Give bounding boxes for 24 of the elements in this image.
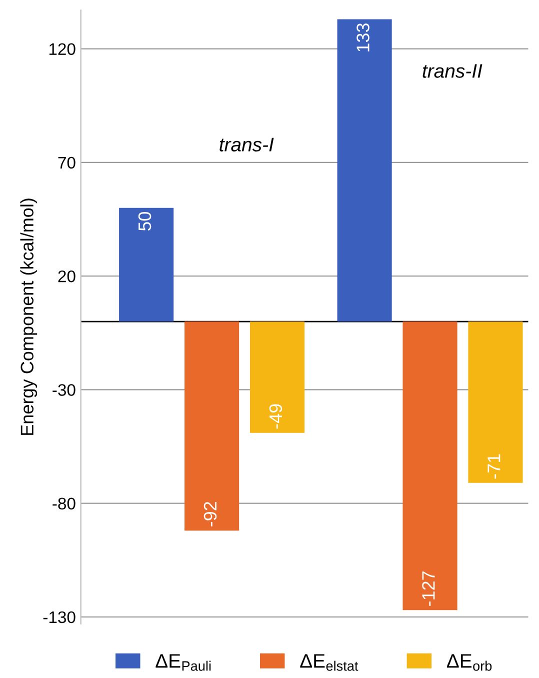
legend-label: ΔE$_{elstat}$ xyxy=(300,654,358,671)
bar xyxy=(402,322,458,610)
bar xyxy=(119,208,174,322)
bar xyxy=(468,322,523,483)
legend-label: ΔE$_{orb}$ xyxy=(446,654,492,671)
data-label: -127 xyxy=(422,571,435,606)
legend-label: ΔE$_{Pauli}$ xyxy=(156,654,211,671)
y-tick-label: -30 xyxy=(52,384,76,396)
annotation: trans-II xyxy=(422,64,482,78)
y-tick-label: 20 xyxy=(58,270,76,282)
bar xyxy=(184,322,240,531)
y-tick-label: 120 xyxy=(49,43,76,56)
data-label: -71 xyxy=(488,454,500,479)
y-tick-label: -130 xyxy=(43,611,76,624)
y-axis-title: Energy Component (kcal/mol) xyxy=(20,198,38,435)
annotation: trans-I xyxy=(220,138,274,152)
y-tick-label: 70 xyxy=(58,156,76,169)
y-tick-label: -80 xyxy=(52,498,76,510)
bar xyxy=(337,19,392,322)
bar xyxy=(250,322,305,433)
data-label: -49 xyxy=(269,404,282,429)
data-label: 133 xyxy=(356,23,370,52)
data-label: 50 xyxy=(138,212,152,231)
data-label: -92 xyxy=(204,502,217,526)
